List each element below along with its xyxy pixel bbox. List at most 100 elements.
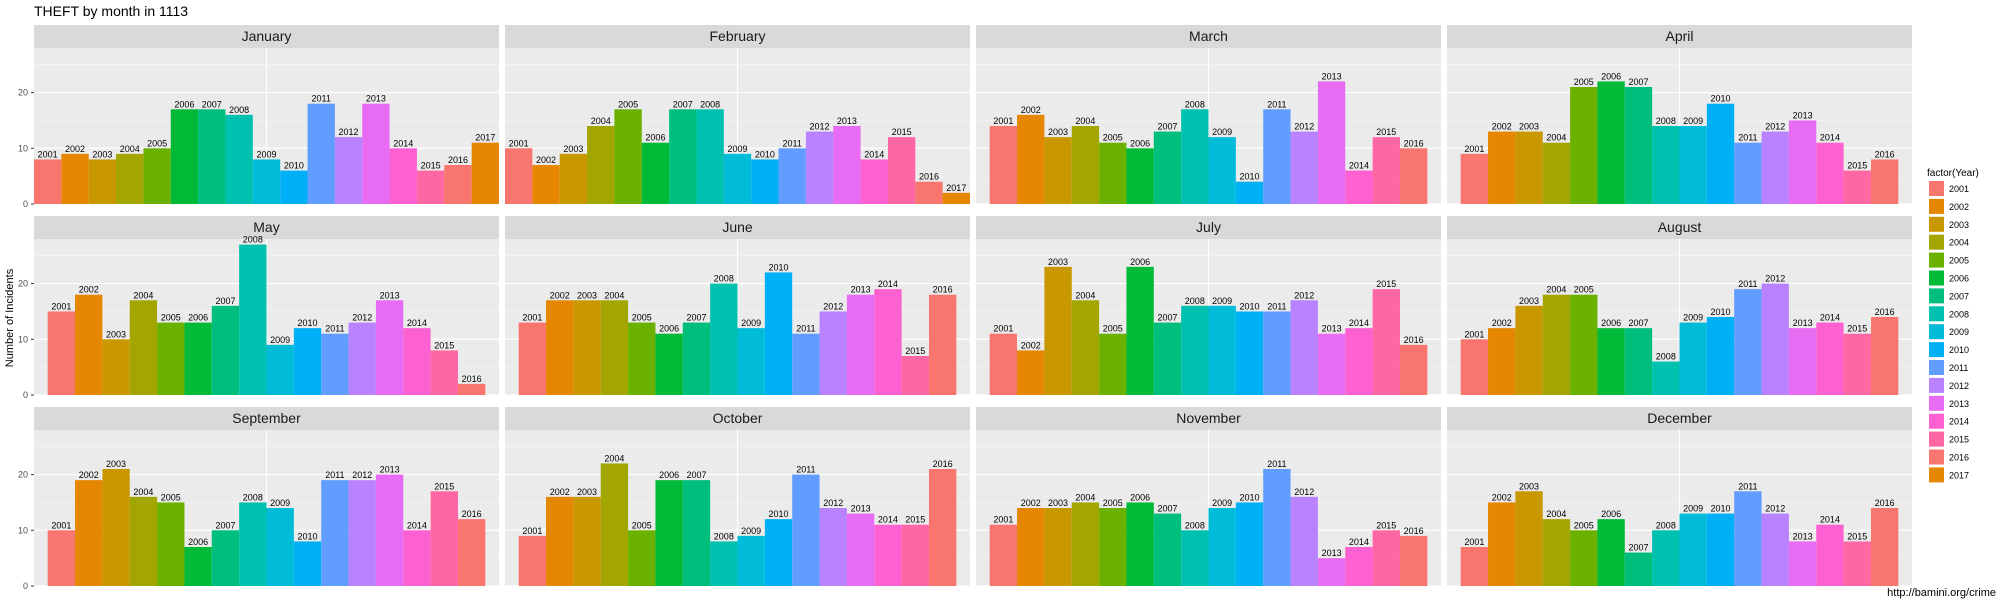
bar-january-2012 bbox=[334, 137, 363, 204]
bar-data-label: 2004 bbox=[591, 116, 611, 126]
bar-data-label: 2012 bbox=[1294, 487, 1314, 497]
panel-april: April 2001 2002 2003 2004 2005 2006 2007 2008 200… bbox=[1447, 25, 1912, 205]
bar-data-label: 2015 bbox=[1376, 127, 1396, 137]
bar-data-label: 2010 bbox=[1711, 504, 1731, 514]
bar-data-label: 2016 bbox=[919, 172, 939, 182]
bar-data-label: 2010 bbox=[298, 318, 318, 328]
bar-august-2013 bbox=[1788, 328, 1817, 395]
legend-key-2006 bbox=[1929, 270, 1944, 286]
legend-label: 2011 bbox=[1949, 363, 1968, 373]
bar-may-2008 bbox=[239, 244, 267, 395]
bar-december-2011 bbox=[1734, 491, 1762, 586]
bar-data-label: 2005 bbox=[632, 313, 652, 323]
legend-label: 2014 bbox=[1949, 417, 1969, 427]
bar-march-2016 bbox=[1399, 148, 1428, 204]
legend-key-2008 bbox=[1929, 306, 1944, 322]
bar-data-label: 2010 bbox=[769, 262, 789, 272]
panel-july: July 2001 2002 2003 2004 2005 2006 2007 2008 2009… bbox=[976, 216, 1441, 396]
bar-data-label: 2001 bbox=[522, 526, 542, 536]
panel-december: December 2001 2002 2003 2004 2005 2006 2007 2008… bbox=[1447, 407, 1912, 587]
bar-may-2003 bbox=[102, 339, 130, 395]
bar-february-2015 bbox=[887, 137, 916, 204]
bar-march-2002 bbox=[1017, 114, 1045, 204]
bar-data-label: 2014 bbox=[878, 279, 898, 289]
facet-strip-label: December bbox=[1647, 410, 1712, 426]
bar-july-2010 bbox=[1235, 311, 1264, 395]
bar-data-label: 2014 bbox=[1349, 537, 1369, 547]
bar-data-label: 2011 bbox=[1738, 481, 1757, 491]
panel-february: February 2001 2002 2003 2004 2005 2006 2007 2008… bbox=[505, 25, 970, 205]
bar-august-2009 bbox=[1679, 322, 1707, 395]
bar-data-label: 2013 bbox=[1322, 324, 1342, 334]
bar-data-label: 2014 bbox=[1349, 318, 1369, 328]
bar-april-2012 bbox=[1761, 131, 1789, 204]
bar-data-label: 2008 bbox=[714, 274, 734, 284]
bar-october-2016 bbox=[928, 469, 957, 586]
bar-data-label: 2006 bbox=[174, 99, 194, 109]
bar-data-label: 2015 bbox=[421, 161, 441, 171]
legend-key-2014 bbox=[1929, 413, 1944, 429]
bar-april-2010 bbox=[1706, 103, 1735, 204]
bar-november-2006 bbox=[1126, 502, 1154, 586]
bar-october-2007 bbox=[682, 480, 711, 586]
bar-data-label: 2006 bbox=[188, 537, 208, 547]
bar-data-label: 2003 bbox=[106, 329, 126, 339]
bar-february-2006 bbox=[641, 142, 670, 204]
bar-data-label: 2011 bbox=[796, 465, 815, 475]
bar-data-label: 2001 bbox=[993, 116, 1013, 126]
bar-july-2004 bbox=[1071, 300, 1100, 395]
bar-data-label: 2002 bbox=[1021, 105, 1041, 115]
bar-march-2013 bbox=[1317, 81, 1346, 204]
bar-may-2015 bbox=[430, 350, 458, 395]
y-tick-label: 20 bbox=[18, 470, 28, 480]
bar-october-2003 bbox=[573, 496, 601, 586]
bar-data-label: 2011 bbox=[325, 324, 344, 334]
bar-data-label: 2001 bbox=[1464, 144, 1484, 154]
bar-data-label: 2007 bbox=[202, 99, 222, 109]
bar-june-2015 bbox=[901, 356, 929, 395]
bar-data-label: 2005 bbox=[632, 520, 652, 530]
bar-august-2002 bbox=[1488, 328, 1516, 395]
bar-july-2013 bbox=[1317, 333, 1346, 395]
bar-november-2002 bbox=[1017, 508, 1045, 586]
bar-data-label: 2016 bbox=[448, 155, 468, 165]
bar-data-label: 2003 bbox=[577, 487, 597, 497]
facet-strip bbox=[1447, 216, 1912, 239]
facet-strip-label: September bbox=[232, 410, 301, 426]
bar-december-2016 bbox=[1870, 508, 1899, 586]
bar-december-2010 bbox=[1706, 513, 1735, 586]
bar-august-2014 bbox=[1816, 322, 1844, 395]
panel-may: May 0 10 20 2001 2002 2003 2004 2005 2006 2007 2008… bbox=[18, 216, 499, 400]
bar-may-2016 bbox=[457, 383, 486, 395]
facet-strip bbox=[505, 25, 970, 48]
bar-data-label: 2007 bbox=[215, 520, 235, 530]
legend-label: 2007 bbox=[1949, 291, 1969, 301]
bar-july-2009 bbox=[1208, 305, 1236, 395]
bar-june-2012 bbox=[819, 311, 847, 395]
bar-may-2004 bbox=[129, 300, 158, 395]
legend-key-2016 bbox=[1929, 449, 1944, 465]
bar-january-2008 bbox=[225, 114, 253, 204]
bar-data-label: 2007 bbox=[1628, 543, 1648, 553]
bar-september-2006 bbox=[184, 547, 212, 586]
legend-key-2003 bbox=[1929, 216, 1944, 232]
panel-september: September 0 10 20 2001 2002 2003 2004 2005 2006 20… bbox=[18, 407, 499, 591]
bar-august-2012 bbox=[1761, 283, 1789, 395]
legend-key-2004 bbox=[1929, 234, 1944, 250]
bar-data-label: 2014 bbox=[1820, 515, 1840, 525]
bar-data-label: 2002 bbox=[550, 487, 570, 497]
bar-data-label: 2002 bbox=[79, 285, 99, 295]
bar-data-label: 2015 bbox=[1847, 324, 1867, 334]
bar-september-2016 bbox=[457, 519, 486, 586]
bar-data-label: 2012 bbox=[352, 470, 372, 480]
bar-data-label: 2001 bbox=[509, 138, 529, 148]
legend-label: 2009 bbox=[1949, 327, 1969, 337]
bar-march-2010 bbox=[1235, 181, 1264, 204]
bar-data-label: 2014 bbox=[1349, 161, 1369, 171]
bar-data-label: 2011 bbox=[312, 94, 331, 104]
bar-data-label: 2002 bbox=[1021, 340, 1041, 350]
bar-june-2001 bbox=[518, 322, 547, 395]
bar-data-label: 2016 bbox=[1875, 498, 1895, 508]
bar-data-label: 2010 bbox=[298, 531, 318, 541]
bar-data-label: 2015 bbox=[1376, 279, 1396, 289]
